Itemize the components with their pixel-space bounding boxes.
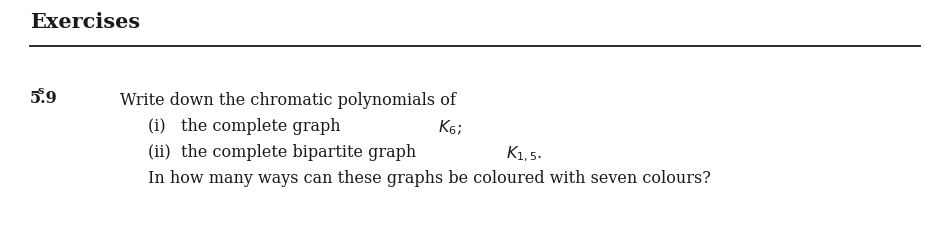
Text: 5.9: 5.9 [30,90,57,106]
Text: $K_6$;: $K_6$; [438,118,462,137]
Text: In how many ways can these graphs be coloured with seven colours?: In how many ways can these graphs be col… [148,169,711,186]
Text: Write down the chromatic polynomials of: Write down the chromatic polynomials of [120,92,456,109]
Text: (i)   the complete graph: (i) the complete graph [148,117,346,134]
Text: (ii)  the complete bipartite graph: (ii) the complete bipartite graph [148,143,421,160]
Text: $K_{1,5}$.: $K_{1,5}$. [506,144,543,164]
Text: Exercises: Exercises [30,12,140,32]
Text: s: s [38,85,44,95]
